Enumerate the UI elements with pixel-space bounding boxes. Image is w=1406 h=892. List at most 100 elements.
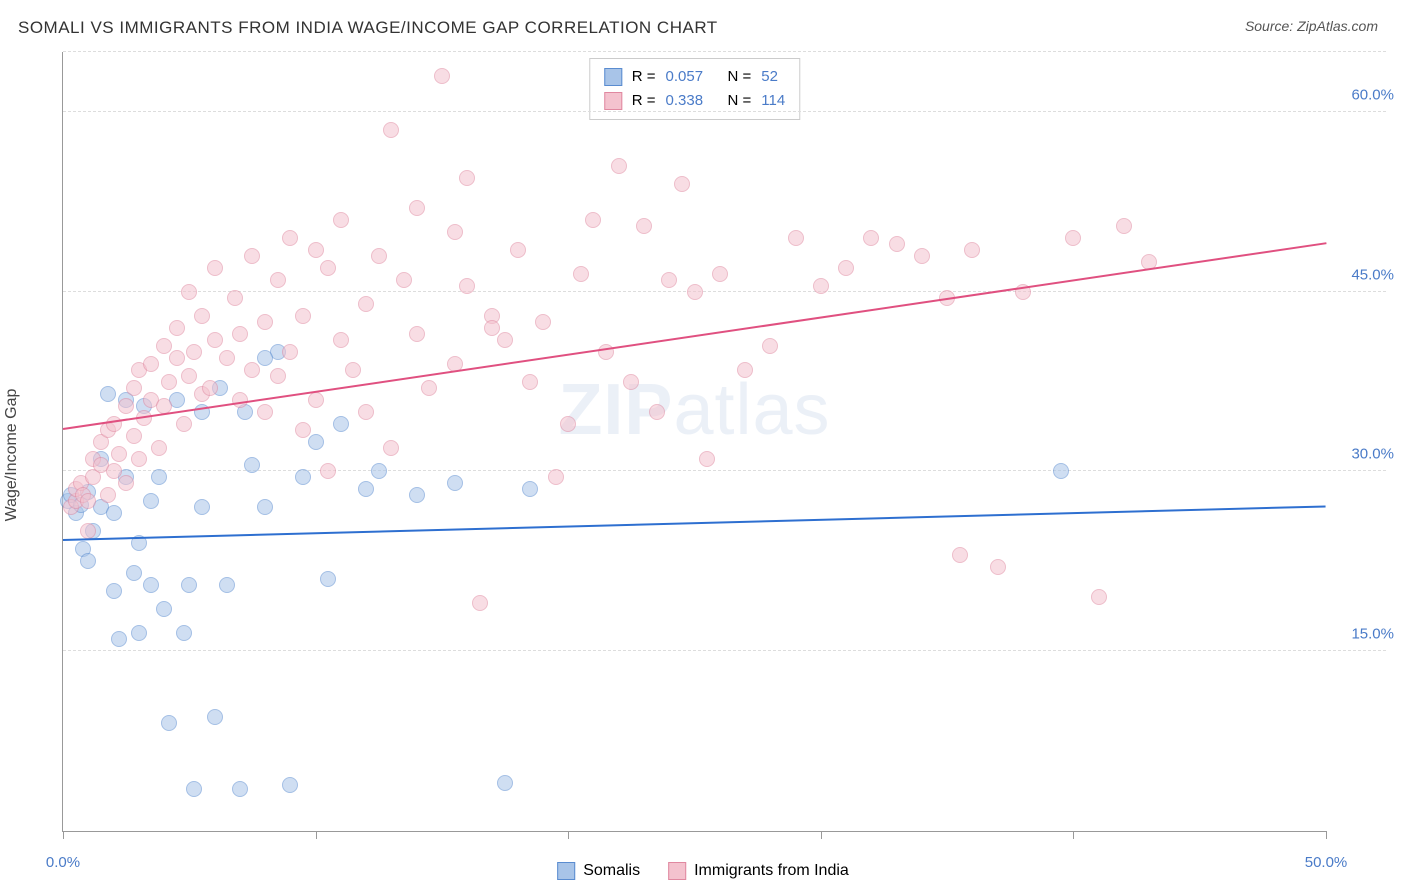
r-label: R = (632, 89, 656, 113)
data-point-series-2 (181, 368, 197, 384)
r-value-1: 0.057 (666, 65, 718, 89)
data-point-series-2 (522, 374, 538, 390)
data-point-series-1 (497, 775, 513, 791)
data-point-series-2 (320, 260, 336, 276)
data-point-series-2 (156, 338, 172, 354)
data-point-series-1 (333, 416, 349, 432)
data-point-series-2 (484, 320, 500, 336)
chart-title: SOMALI VS IMMIGRANTS FROM INDIA WAGE/INC… (18, 18, 718, 38)
data-point-series-1 (80, 553, 96, 569)
data-point-series-2 (889, 236, 905, 252)
data-point-series-2 (737, 362, 753, 378)
y-axis-label: Wage/Income Gap (3, 389, 21, 522)
data-point-series-2 (813, 278, 829, 294)
gridline (63, 111, 1386, 112)
data-point-series-2 (194, 308, 210, 324)
watermark: ZIPatlas (558, 369, 830, 451)
data-point-series-2 (964, 242, 980, 258)
n-label: N = (728, 89, 752, 113)
data-point-series-2 (838, 260, 854, 276)
data-point-series-2 (295, 422, 311, 438)
data-point-series-1 (232, 781, 248, 797)
data-point-series-2 (636, 218, 652, 234)
data-point-series-2 (244, 362, 260, 378)
x-tick (1073, 831, 1074, 839)
data-point-series-1 (100, 386, 116, 402)
data-point-series-1 (194, 499, 210, 515)
watermark-light: atlas (673, 370, 830, 450)
data-point-series-2 (434, 68, 450, 84)
data-point-series-2 (106, 416, 122, 432)
x-tick (63, 831, 64, 839)
plot-area: ZIPatlas R = 0.057 N = 52 R = 0.338 N = … (62, 52, 1326, 832)
data-point-series-1 (522, 481, 538, 497)
data-point-series-2 (295, 308, 311, 324)
swatch-bottom-2 (668, 862, 686, 880)
source-label: Source: (1245, 18, 1297, 34)
data-point-series-1 (111, 631, 127, 647)
data-point-series-2 (585, 212, 601, 228)
y-tick-label: 30.0% (1351, 446, 1394, 463)
data-point-series-2 (611, 158, 627, 174)
data-point-series-1 (143, 493, 159, 509)
data-point-series-2 (687, 284, 703, 300)
data-point-series-2 (535, 314, 551, 330)
data-point-series-2 (447, 224, 463, 240)
data-point-series-2 (320, 463, 336, 479)
data-point-series-1 (176, 625, 192, 641)
data-point-series-1 (244, 457, 260, 473)
data-point-series-2 (257, 404, 273, 420)
data-point-series-2 (396, 272, 412, 288)
data-point-series-2 (308, 392, 324, 408)
data-point-series-2 (143, 356, 159, 372)
data-point-series-1 (257, 350, 273, 366)
data-point-series-2 (270, 272, 286, 288)
swatch-series-1 (604, 68, 622, 86)
data-point-series-1 (320, 571, 336, 587)
data-point-series-1 (151, 469, 167, 485)
data-point-series-2 (762, 338, 778, 354)
data-point-series-2 (207, 332, 223, 348)
data-point-series-2 (358, 296, 374, 312)
data-point-series-1 (181, 577, 197, 593)
trend-line-series-2 (63, 242, 1326, 430)
data-point-series-2 (333, 212, 349, 228)
data-point-series-2 (232, 326, 248, 342)
data-point-series-2 (244, 248, 260, 264)
data-point-series-2 (497, 332, 513, 348)
data-point-series-2 (181, 284, 197, 300)
gridline (63, 470, 1386, 471)
data-point-series-2 (459, 278, 475, 294)
n-value-1: 52 (761, 65, 778, 89)
data-point-series-1 (358, 481, 374, 497)
legend-row-1: R = 0.057 N = 52 (604, 65, 785, 89)
data-point-series-2 (176, 416, 192, 432)
n-label: N = (728, 65, 752, 89)
data-point-series-2 (227, 290, 243, 306)
x-tick (316, 831, 317, 839)
data-point-series-2 (202, 380, 218, 396)
data-point-series-2 (126, 380, 142, 396)
data-point-series-2 (126, 428, 142, 444)
data-point-series-2 (371, 248, 387, 264)
data-point-series-1 (143, 577, 159, 593)
x-tick (821, 831, 822, 839)
data-point-series-1 (131, 625, 147, 641)
data-point-series-2 (674, 176, 690, 192)
data-point-series-2 (1065, 230, 1081, 246)
x-tick (568, 831, 569, 839)
swatch-bottom-1 (557, 862, 575, 880)
data-point-series-2 (106, 463, 122, 479)
data-point-series-2 (383, 440, 399, 456)
gridline (63, 51, 1386, 52)
data-point-series-2 (257, 314, 273, 330)
data-point-series-1 (257, 499, 273, 515)
data-point-series-2 (282, 344, 298, 360)
data-point-series-2 (712, 266, 728, 282)
data-point-series-2 (421, 380, 437, 396)
data-point-series-2 (100, 487, 116, 503)
data-point-series-2 (510, 242, 526, 258)
y-tick-label: 15.0% (1351, 626, 1394, 643)
data-point-series-2 (161, 374, 177, 390)
data-point-series-2 (282, 230, 298, 246)
